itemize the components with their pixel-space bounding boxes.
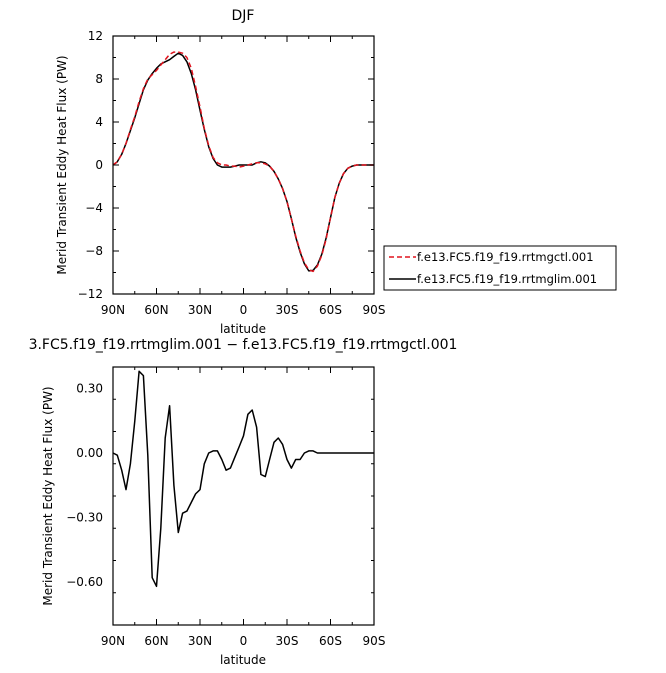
top-x-tick-label: 30S bbox=[276, 303, 299, 317]
bottom-x-tick-label: 0 bbox=[240, 634, 248, 648]
bottom-x-tick-label: 30S bbox=[276, 634, 299, 648]
top-y-tick-label: −4 bbox=[85, 201, 103, 215]
bottom-y-tick-label: 0.30 bbox=[76, 382, 103, 396]
top-y-tick-label: 4 bbox=[95, 115, 103, 129]
top-y-tick-label: 8 bbox=[95, 72, 103, 86]
top-y-axis-label: Merid Transient Eddy Heat Flux (PW) bbox=[55, 55, 69, 274]
bottom-chart-title: 3.FC5.f19_f19.rrtmglim.001 − f.e13.FC5.f… bbox=[29, 337, 458, 353]
top-chart-title: DJF bbox=[232, 8, 255, 24]
bottom-y-axis-label: Merid Transient Eddy Heat Flux (PW) bbox=[41, 386, 55, 605]
bottom-plot-frame bbox=[112, 366, 375, 626]
bottom-x-tick-label: 60N bbox=[144, 634, 168, 648]
bottom-x-tick-label: 60S bbox=[319, 634, 342, 648]
bottom-x-tick-label: 30N bbox=[188, 634, 212, 648]
bottom-series-line-0 bbox=[112, 370, 374, 588]
legend-box bbox=[383, 245, 617, 291]
legend-label-ctl: f.e13.FC5.f19_f19.rrtmgctl.001 bbox=[417, 250, 594, 264]
bottom-chart: 3.FC5.f19_f19.rrtmglim.001 − f.e13.FC5.f… bbox=[29, 337, 458, 667]
top-x-tick-label: 60N bbox=[144, 303, 168, 317]
top-x-tick-label: 0 bbox=[240, 303, 248, 317]
top-y-tick-label: 0 bbox=[95, 158, 103, 172]
top-y-tick-label: 12 bbox=[88, 29, 103, 43]
top-x-tick-label: 60S bbox=[319, 303, 342, 317]
bottom-y-tick-label: 0.00 bbox=[76, 446, 103, 460]
top-chart: DJF 90N 60N 30N 0 30S 60S 90S 12 8 4 0 −4 −8 −12 lati… bbox=[55, 8, 617, 336]
top-y-tick-label: −12 bbox=[78, 287, 103, 301]
bottom-y-tick-label: −0.30 bbox=[66, 511, 103, 525]
top-x-tick-label: 30N bbox=[188, 303, 212, 317]
top-x-tick-label: 90S bbox=[363, 303, 386, 317]
top-y-tick-label: −8 bbox=[85, 244, 103, 258]
bottom-x-tick-label: 90N bbox=[101, 634, 125, 648]
bottom-y-tick-label: −0.60 bbox=[66, 575, 103, 589]
bottom-x-tick-label: 90S bbox=[363, 634, 386, 648]
bottom-x-axis-label: latitude bbox=[220, 653, 266, 667]
top-x-tick-label: 90N bbox=[101, 303, 125, 317]
legend-label-lim: f.e13.FC5.f19_f19.rrtmglim.001 bbox=[417, 272, 597, 286]
legend: f.e13.FC5.f19_f19.rrtmgctl.001 f.e13.FC5… bbox=[383, 245, 617, 291]
top-series-line-0 bbox=[112, 51, 374, 273]
top-series-line-1 bbox=[112, 52, 374, 272]
top-x-axis-label: latitude bbox=[220, 322, 266, 336]
